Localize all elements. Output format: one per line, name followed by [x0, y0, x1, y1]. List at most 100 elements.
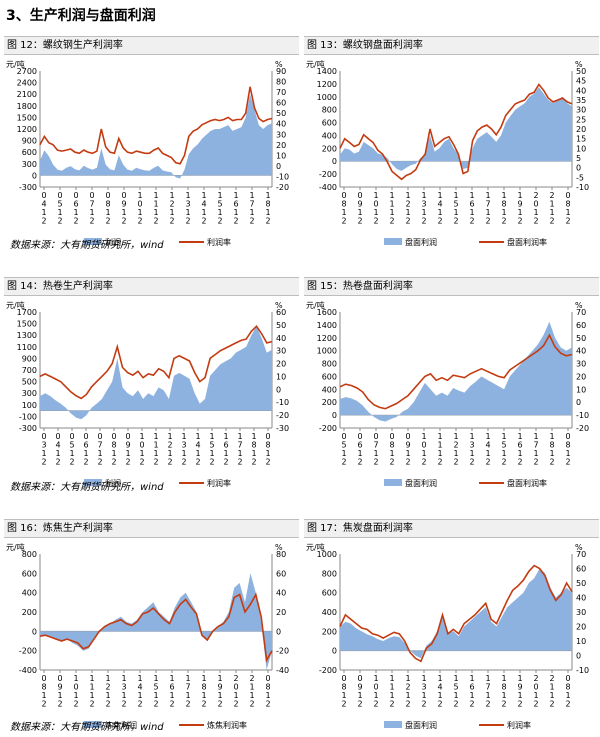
legend-swatch-area: [384, 721, 402, 728]
y-tick-label-left: 2700: [17, 67, 37, 76]
y-tick-label-left: 1000: [317, 550, 337, 559]
y-tick-label-left: 0: [332, 157, 337, 166]
y-tick-label-right: 70: [576, 550, 586, 559]
y-tick-label-left: 0: [32, 171, 37, 180]
y-tick-label-right: 15: [576, 135, 586, 144]
y-tick-label-right: 40: [276, 334, 286, 343]
y-tick-label-right: 60: [576, 565, 586, 574]
y-tick-label-left: 600: [322, 119, 337, 128]
y-tick-label-left: 0: [332, 411, 337, 420]
series-area-炼焦利润: [40, 573, 272, 670]
chart-13-svg: 元/吨 %1400120010008006004002000-200-400504…: [306, 59, 589, 247]
chart-panel-17: 图 17：焦炭盘面利润率 元/吨% 1000 800 600 400 200 0 -200 70…: [304, 519, 599, 736]
right-unit-label: %: [575, 543, 583, 552]
chart-panel-14: 图 14：热卷生产利润率 元/吨% 1700 1500 1300 1100 900 700 5…: [4, 277, 299, 494]
y-tick-label-right: 70: [576, 308, 586, 317]
chart-panel-15: 图 15：热卷盘面利润率 元/吨% 1600 1400 1200 1000 800 600 4…: [304, 277, 599, 494]
series-line-利润率: [339, 564, 573, 663]
y-tick-label-left: 200: [322, 627, 337, 636]
y-tick-label-right: 60: [276, 308, 286, 317]
legend-swatch-area: [84, 721, 102, 728]
legend-label-area: 利润: [105, 237, 121, 247]
source-note: 数据来源：大有期货研究所，wind: [10, 722, 164, 733]
y-tick-label-right: 40: [576, 86, 586, 95]
y-tick-label-right: -10: [576, 666, 589, 675]
y-tick-label-left: 600: [22, 148, 37, 157]
y-tick-label-right: -10: [276, 172, 289, 181]
chart-caption: 图 12：螺纹钢生产利润率: [4, 36, 299, 55]
y-tick-label-left: 2400: [17, 79, 37, 88]
legend-swatch-area: [84, 479, 102, 486]
right-unit-label: %: [275, 301, 283, 310]
y-tick-label-left: 900: [22, 354, 37, 363]
y-tick-label-left: 800: [22, 550, 37, 559]
source-note: 数据来源：大有期货研究所，wind: [10, 482, 164, 493]
chart-caption: 图 14：热卷生产利润率: [4, 277, 299, 296]
series-line-盘面利润率: [339, 333, 573, 410]
y-tick-label-right: 50: [576, 334, 586, 343]
y-tick-label-left: 2100: [17, 90, 37, 99]
chart-caption: 图 17：焦炭盘面利润率: [304, 519, 599, 538]
legend-swatch-area: [384, 238, 402, 245]
y-tick-label-right: 60: [576, 321, 586, 330]
y-tick-label-left: 400: [22, 589, 37, 598]
y-tick-label-right: -10: [276, 398, 289, 407]
y-tick-label-right: -20: [276, 647, 289, 656]
y-tick-label-right: 10: [576, 144, 586, 153]
legend-label-line: 利润率: [207, 478, 231, 488]
y-tick-label-right: -20: [576, 424, 589, 433]
y-tick-label-right: 0: [576, 652, 581, 661]
chart-caption: 图 13：螺纹钢盘面利润率: [304, 36, 599, 55]
y-tick-label-right: 25: [576, 115, 586, 124]
y-tick-label-right: 40: [276, 120, 286, 129]
y-tick-label-right: 40: [276, 589, 286, 598]
chart-panel-12: 图 12：螺纹钢生产利润率 元/吨% 2700 2400 2100 1800 1500 12…: [4, 36, 299, 253]
y-tick-label-left: 1400: [317, 321, 337, 330]
source-note: 数据来源：大有期货研究所，wind: [10, 240, 164, 251]
y-tick-label-left: 400: [322, 385, 337, 394]
left-unit-label: 元/吨: [6, 59, 25, 69]
y-tick-label-left: 600: [22, 569, 37, 578]
y-tick-label-left: 700: [22, 366, 37, 375]
y-tick-label-left: 100: [22, 401, 37, 410]
y-tick-label-left: -400: [319, 183, 337, 192]
y-tick-label-left: -400: [19, 666, 37, 675]
y-tick-label-right: 80: [276, 550, 286, 559]
y-tick-label-right: 40: [576, 594, 586, 603]
series-line-炼焦利润率: [39, 592, 273, 663]
y-tick-label-left: 1000: [317, 93, 337, 102]
y-tick-label-right: 50: [276, 109, 286, 118]
y-tick-label-right: 60: [276, 569, 286, 578]
